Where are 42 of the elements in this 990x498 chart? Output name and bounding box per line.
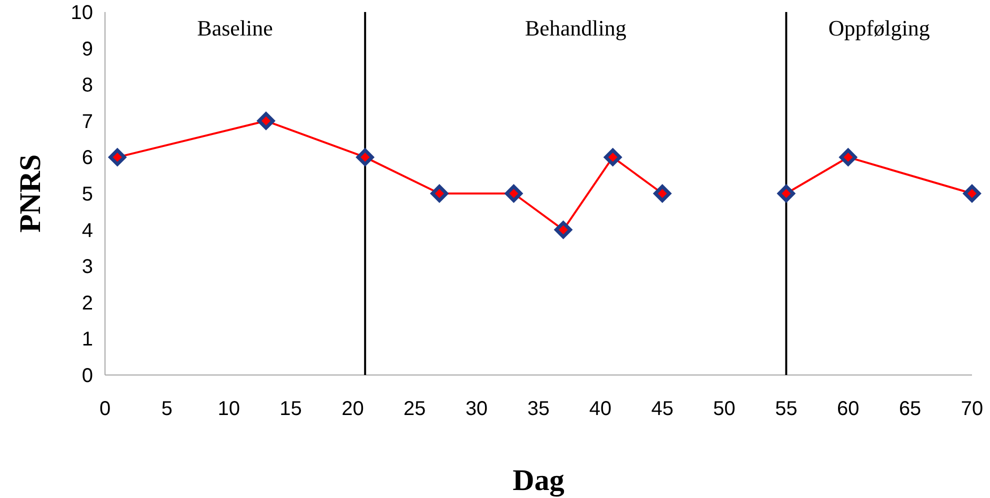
annotation: Baseline <box>197 16 273 41</box>
y-tick-label: 8 <box>82 74 93 97</box>
x-axis-title: Dag <box>512 464 564 497</box>
x-tick-label: 0 <box>99 398 111 420</box>
x-tick-label: 30 <box>465 398 488 420</box>
x-tick-label: 40 <box>589 398 612 420</box>
x-tick-label: 60 <box>837 398 860 420</box>
point <box>777 184 795 202</box>
annotation: Oppfølging <box>828 16 930 41</box>
point <box>108 148 126 166</box>
x-tick-label: 50 <box>713 398 736 420</box>
y-tick-label: 3 <box>82 256 93 278</box>
x-tick-label: 25 <box>404 398 426 420</box>
y-tick-label: 0 <box>82 365 93 387</box>
y-tick-label: 10 <box>70 2 93 24</box>
point <box>963 184 981 202</box>
point <box>654 184 672 202</box>
x-tick-label: 65 <box>898 398 922 420</box>
x-tick-label: 55 <box>775 398 798 420</box>
point <box>839 148 857 166</box>
x-tick-label: 70 <box>960 398 984 420</box>
annotation: Behandling <box>524 16 626 41</box>
point <box>356 148 374 166</box>
x-tick-label: 20 <box>342 398 364 420</box>
x-tick-label: 45 <box>651 398 674 420</box>
point <box>554 221 572 239</box>
point <box>604 148 622 166</box>
y-tick-label: 7 <box>82 110 93 133</box>
y-tick-label: 9 <box>82 38 93 60</box>
point <box>257 112 275 130</box>
y-axis-title: PNRS <box>14 154 47 233</box>
y-tick-label: 6 <box>82 147 93 170</box>
y-tick-label: 4 <box>82 220 93 242</box>
x-tick-label: 35 <box>527 398 550 420</box>
point <box>504 184 522 202</box>
x-tick-label: 15 <box>280 398 302 420</box>
y-tick-label: 5 <box>82 184 93 206</box>
x-tick-label: 5 <box>161 398 172 420</box>
point <box>430 184 448 202</box>
y-tick-label: 2 <box>82 292 93 314</box>
x-tick-label: 10 <box>218 398 240 420</box>
y-tick-label: 1 <box>82 328 93 351</box>
